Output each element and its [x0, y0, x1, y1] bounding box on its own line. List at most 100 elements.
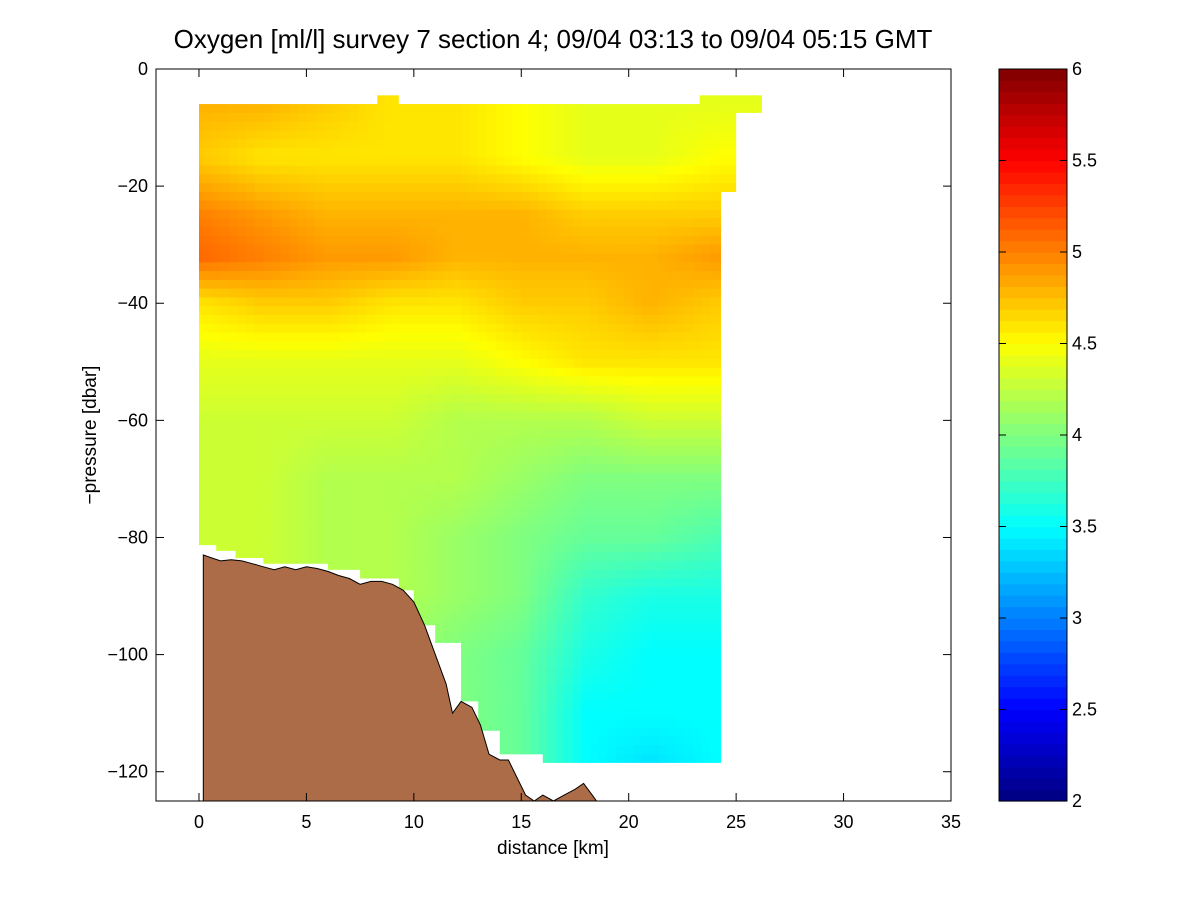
field-cell: [392, 481, 402, 492]
field-cell: [297, 385, 307, 395]
field-cell: [512, 156, 522, 167]
field-cell: [409, 350, 419, 360]
field-cell: [607, 648, 617, 659]
field-cell: [598, 112, 608, 123]
field-cell: [641, 499, 651, 509]
field-cell: [229, 332, 239, 342]
field-cell: [280, 552, 290, 562]
field-cell: [658, 692, 668, 703]
field-cell: [486, 613, 497, 623]
field-cell: [203, 218, 213, 228]
field-cell: [400, 191, 411, 202]
field-cell: [512, 385, 522, 395]
field-cell: [306, 279, 316, 290]
field-cell: [701, 227, 711, 237]
field-cell: [538, 244, 548, 255]
field-cell: [650, 332, 660, 342]
field-cell: [590, 719, 600, 729]
field-cell: [572, 543, 583, 553]
field-cell: [581, 666, 591, 676]
field-cell: [289, 191, 299, 202]
field-cell: [272, 112, 282, 123]
field-cell: [315, 306, 325, 316]
field-cell: [280, 516, 290, 527]
field-cell: [598, 385, 608, 395]
field-cell: [340, 367, 350, 378]
field-cell: [280, 174, 290, 184]
field-cell: [615, 490, 625, 501]
field-cell: [504, 235, 514, 246]
field-cell: [289, 341, 299, 351]
field-cell: [529, 350, 540, 360]
field-cell: [237, 253, 247, 263]
field-cell: [375, 148, 385, 158]
field-cell: [555, 112, 565, 123]
field-cell: [675, 350, 686, 360]
field-cell: [280, 534, 290, 544]
field-cell: [590, 631, 600, 641]
field-cell: [315, 464, 325, 474]
field-cell: [315, 376, 325, 386]
field-cell: [392, 227, 402, 237]
field-cell: [590, 191, 600, 202]
field-cell: [418, 130, 428, 140]
field-cell: [658, 271, 668, 281]
field-cell: [693, 736, 703, 746]
field-cell: [435, 402, 445, 413]
field-cell: [486, 525, 497, 536]
field-cell: [607, 191, 617, 202]
field-cell: [220, 262, 230, 272]
field-cell: [375, 218, 385, 228]
field-cell: [615, 104, 625, 114]
field-cell: [306, 367, 316, 378]
field-cell: [504, 569, 514, 580]
field-cell: [426, 578, 436, 588]
field-cell: [383, 165, 393, 175]
field-cell: [297, 499, 307, 509]
field-cell: [598, 402, 608, 413]
field-cell: [332, 148, 342, 158]
field-cell: [529, 104, 540, 114]
field-cell: [495, 499, 505, 509]
field-cell: [555, 183, 565, 193]
field-cell: [383, 156, 393, 167]
field-cell: [400, 218, 411, 228]
field-cell: [357, 385, 368, 395]
field-cell: [375, 490, 385, 501]
field-cell: [504, 446, 514, 457]
field-cell: [452, 227, 462, 237]
field-cell: [710, 613, 720, 623]
field-cell: [512, 648, 522, 659]
field-cell: [366, 569, 376, 580]
field-cell: [564, 191, 574, 202]
field-cell: [504, 297, 514, 307]
field-cell: [538, 235, 548, 246]
field-cell: [263, 200, 273, 211]
field-cell: [633, 411, 643, 421]
field-cell: [538, 719, 548, 729]
field-cell: [598, 499, 608, 509]
field-cell: [332, 560, 342, 571]
field-cell: [280, 473, 290, 483]
field-cell: [693, 139, 703, 149]
field-cell: [297, 121, 307, 132]
field-cell: [383, 235, 393, 246]
field-cell: [315, 402, 325, 413]
field-cell: [598, 446, 608, 457]
field-cell: [211, 165, 222, 175]
field-cell: [418, 191, 428, 202]
field-cell: [332, 218, 342, 228]
field-cell: [332, 367, 342, 378]
field-cell: [340, 552, 350, 562]
field-cell: [650, 376, 660, 386]
field-cell: [504, 385, 514, 395]
field-cell: [675, 297, 686, 307]
field-cell: [650, 464, 660, 474]
field-cell: [598, 262, 608, 272]
field-cell: [529, 587, 540, 597]
field-cell: [710, 710, 720, 720]
field-cell: [521, 429, 531, 439]
field-cell: [220, 244, 230, 255]
field-cell: [624, 560, 634, 571]
field-cell: [306, 350, 316, 360]
